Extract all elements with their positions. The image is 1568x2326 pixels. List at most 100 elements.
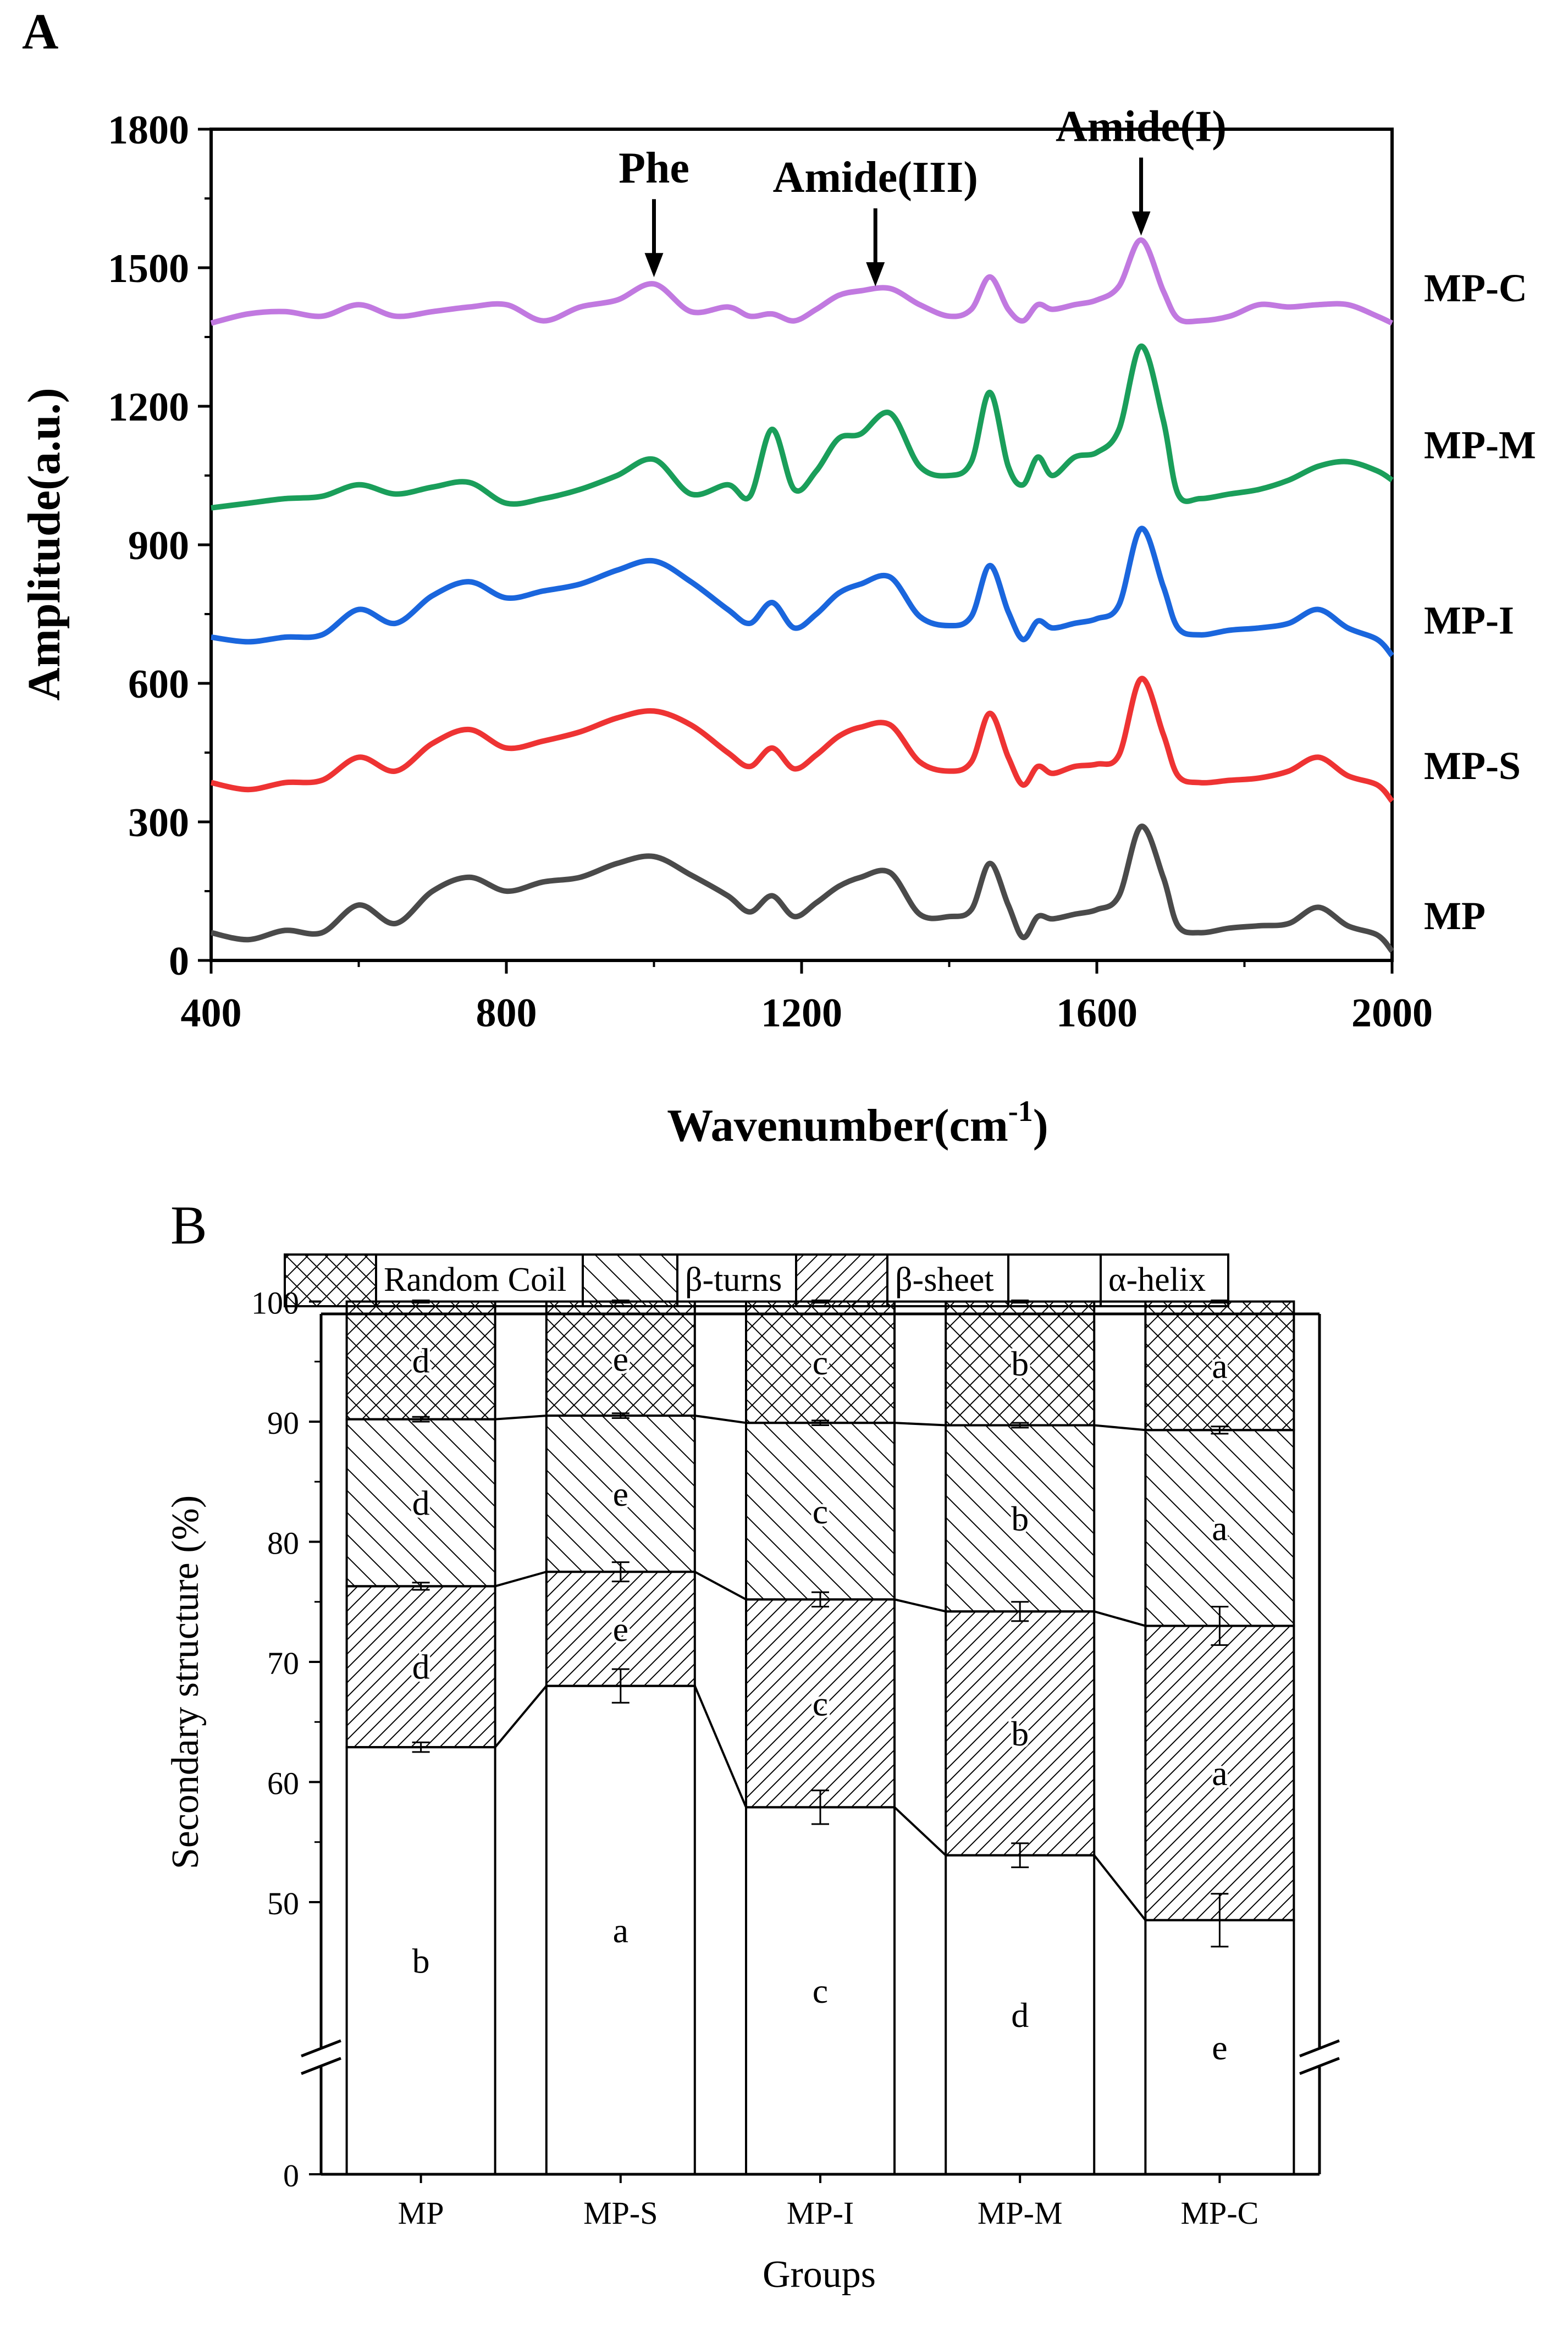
series-line-mp-s xyxy=(210,676,1394,803)
annotation-label: Amide(I) xyxy=(1056,103,1227,151)
series-label-mp: MP xyxy=(1424,894,1486,938)
axis-break-gap xyxy=(1305,2047,1334,2067)
series-line-mp-m xyxy=(211,343,1394,511)
x-tick-label: MP-S xyxy=(583,2195,658,2231)
axis-break-mark xyxy=(1299,2057,1340,2075)
bar-segment-Random Coil xyxy=(945,1300,1096,1427)
panel-a-annotations: Phe Amide(III) Amide(I) xyxy=(619,103,1227,286)
series-line-mp-i xyxy=(211,526,1394,658)
bar-segment-β-sheet xyxy=(945,1610,1096,1857)
y-tick-label: 100 xyxy=(251,1285,299,1321)
panel-a-y-axis-title: Amplitude(a.u.) xyxy=(19,388,70,700)
panel-a-chart: 0 300 600 900 1200 1500 1800 400 800 1200 1600 200… xyxy=(19,103,1536,1151)
axis-break-mark xyxy=(301,2057,341,2075)
panel-b-x-axis-title: Groups xyxy=(763,2253,876,2296)
x-tick-label: 1200 xyxy=(761,991,842,1036)
panel-b-bars xyxy=(345,1300,1295,2175)
x-tick-label: MP-C xyxy=(1180,2195,1258,2231)
bar-segment-α-helix xyxy=(745,1806,896,2175)
significance-letter: e xyxy=(613,1610,628,1649)
bar-segment-α-helix xyxy=(345,1746,496,2175)
annotation-arrow-head xyxy=(644,253,664,278)
x-title-superscript: -1 xyxy=(1008,1095,1033,1128)
x-tick-label: MP-I xyxy=(787,2195,854,2231)
significance-letter: a xyxy=(613,1911,628,1950)
bar-segment-Random Coil xyxy=(745,1300,896,1424)
y-tick-label: 80 xyxy=(267,1526,299,1561)
annotation-arrow-head xyxy=(866,262,885,286)
bar-segment-Random Coil xyxy=(345,1300,496,1421)
y-tick-label: 1800 xyxy=(108,108,189,153)
series-label-mp-c: MP-C xyxy=(1424,266,1527,310)
x-tick-label: 1600 xyxy=(1056,991,1138,1036)
significance-letter: d xyxy=(1011,1996,1029,2035)
panel-b-significance-letters: b d d d a e e e c c c c d b b b e a a a xyxy=(410,1336,1230,2070)
y-tick-label: 60 xyxy=(267,1766,299,1802)
x-tick-label: 400 xyxy=(181,991,242,1036)
bar-segment-α-helix xyxy=(945,1854,1096,2175)
series-label-mp-s: MP-S xyxy=(1424,744,1521,788)
x-tick-label: 800 xyxy=(476,991,537,1036)
y-tick-label: 90 xyxy=(267,1405,299,1441)
y-tick-label: 50 xyxy=(267,1886,299,1921)
y-tick-label: 1500 xyxy=(108,246,189,291)
significance-letter: c xyxy=(813,1684,828,1723)
significance-letter: a xyxy=(1212,1509,1227,1548)
panel-b-connector-lines xyxy=(494,1300,1146,1921)
panel-b-y-axis-title: Secondary structure (%) xyxy=(164,1495,207,1869)
x-title-close: ) xyxy=(1033,1100,1048,1151)
bar-segment-Random Coil xyxy=(545,1300,696,1417)
y-tick-label: 900 xyxy=(128,523,189,568)
series-line-mp xyxy=(210,824,1394,953)
bar-segment-Random Coil xyxy=(1144,1300,1295,1432)
significance-letter: d xyxy=(412,1341,430,1380)
panel-b-error-bars xyxy=(412,1299,1229,1948)
legend-label: α-helix xyxy=(1108,1261,1206,1299)
panel-a-x-axis: 400 800 1200 1600 2000 xyxy=(181,960,1433,1036)
y-tick-label: 1200 xyxy=(108,385,189,430)
legend-swatch xyxy=(284,1253,377,1307)
panel-b-chart: Random Coil β-turns β-sheet α-helix b d d d a e e… xyxy=(164,1253,1340,2296)
panel-label-b: B xyxy=(170,1195,207,1256)
connector-line xyxy=(494,1685,1146,1921)
y-tick-label: 70 xyxy=(267,1645,299,1681)
panel-a-frame xyxy=(209,128,1394,962)
legend-swatch xyxy=(582,1253,678,1307)
panel-b-legend: Random Coil β-turns β-sheet α-helix xyxy=(284,1253,1229,1307)
significance-letter: e xyxy=(613,1474,628,1513)
annotation-label: Amide(III) xyxy=(773,153,978,202)
annotation-arrow-head xyxy=(1131,211,1151,236)
significance-letter: b xyxy=(412,1942,430,1981)
series-label-mp-m: MP-M xyxy=(1424,423,1536,467)
panel-a-x-axis-title: Wavenumber(cm-1) xyxy=(667,1095,1048,1151)
connector-line xyxy=(495,1415,1146,1432)
significance-letter: e xyxy=(1212,2028,1227,2067)
significance-letter: c xyxy=(813,1343,828,1382)
x-tick-label: MP xyxy=(398,2195,444,2231)
legend-swatch xyxy=(795,1253,888,1307)
annotation-label: Phe xyxy=(619,144,689,192)
bar-segment-β-turns xyxy=(1144,1429,1295,1627)
significance-letter: a xyxy=(1212,1754,1227,1793)
y-tick-label: 300 xyxy=(128,800,189,846)
significance-letter: e xyxy=(613,1339,628,1378)
significance-letter: b xyxy=(1011,1344,1029,1383)
legend-label: β-sheet xyxy=(895,1261,994,1299)
bar-segment-β-turns xyxy=(745,1422,896,1601)
legend-label: β-turns xyxy=(685,1261,782,1299)
bar-segment-β-sheet xyxy=(745,1598,896,1809)
bar-segment-β-turns xyxy=(945,1424,1096,1613)
y-tick-label: 600 xyxy=(128,662,189,707)
panel-a-series xyxy=(210,237,1394,953)
x-tick-label: 2000 xyxy=(1351,991,1433,1036)
bar-segment-α-helix xyxy=(545,1684,696,2175)
bar-segment-β-turns xyxy=(345,1418,496,1588)
significance-letter: a xyxy=(1212,1346,1227,1385)
panel-a-y-axis: 0 300 600 900 1200 1500 1800 xyxy=(108,108,211,984)
panel-label-a: A xyxy=(22,3,58,59)
y-tick-label: 0 xyxy=(169,939,189,984)
panel-b-axes: MP MP-S MP-I MP-M MP-C 0 50 60 70 80 90 100 xyxy=(251,1285,1340,2231)
legend-swatch xyxy=(1007,1253,1102,1307)
bar-segment-β-sheet xyxy=(345,1585,496,1749)
